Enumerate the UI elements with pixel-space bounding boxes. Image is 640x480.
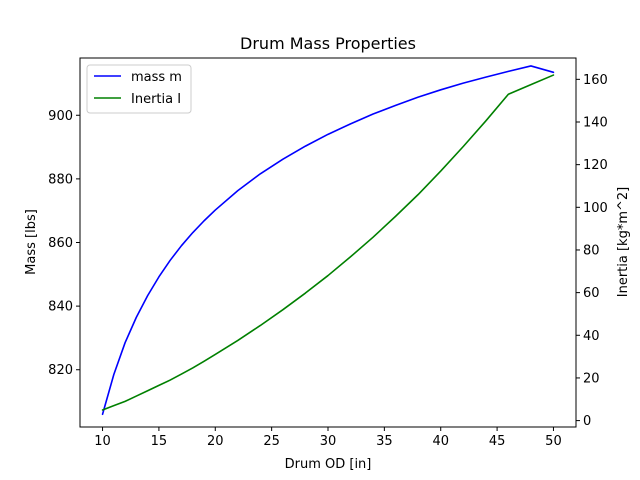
y2-tick-label: 100 [583, 201, 608, 216]
legend-label-mass: mass m [131, 70, 182, 85]
y-axis-title: Mass [lbs] [24, 209, 39, 275]
chart-title: Drum Mass Properties [240, 34, 416, 53]
y-tick-label: 880 [48, 172, 73, 187]
y-tick-label: 840 [48, 300, 73, 315]
x-tick-label: 20 [207, 434, 224, 449]
x-tick-label: 45 [489, 434, 506, 449]
y2-tick-label: 140 [583, 115, 608, 130]
y2-tick-label: 160 [583, 73, 608, 88]
y2-axis-title: Inertia [kg*m^2] [616, 187, 631, 297]
x-tick-label: 15 [151, 434, 168, 449]
series-line-mass [101, 65, 555, 416]
y2-tick-label: 120 [583, 158, 608, 173]
y-tick-label: 820 [48, 363, 73, 378]
y2-tick-label: 80 [583, 243, 600, 258]
x-tick-label: 35 [376, 434, 393, 449]
x-tick-label: 30 [320, 434, 337, 449]
x-tick-label: 50 [545, 434, 562, 449]
x-axis-title: Drum OD [in] [285, 457, 372, 472]
y-axis-left: 820 840 860 880 900 [48, 109, 80, 378]
x-tick-label: 40 [432, 434, 449, 449]
series-line-inertia [101, 74, 555, 411]
y2-tick-label: 20 [583, 371, 600, 386]
y2-tick-label: 60 [583, 286, 600, 301]
y-axis-right: 0 20 40 60 80 100 120 140 160 [576, 73, 608, 429]
legend: mass m Inertia I [86, 64, 192, 114]
x-tick-label: 25 [263, 434, 280, 449]
legend-label-inertia: Inertia I [131, 92, 181, 107]
y2-tick-label: 40 [583, 329, 600, 344]
x-tick-label: 10 [94, 434, 111, 449]
y-tick-label: 900 [48, 109, 73, 124]
y-tick-label: 860 [48, 236, 73, 251]
x-axis: 10 15 20 25 30 35 40 45 50 [94, 427, 562, 449]
series-layer [101, 65, 555, 416]
legend-box [86, 64, 192, 114]
y2-tick-label: 0 [583, 414, 591, 429]
